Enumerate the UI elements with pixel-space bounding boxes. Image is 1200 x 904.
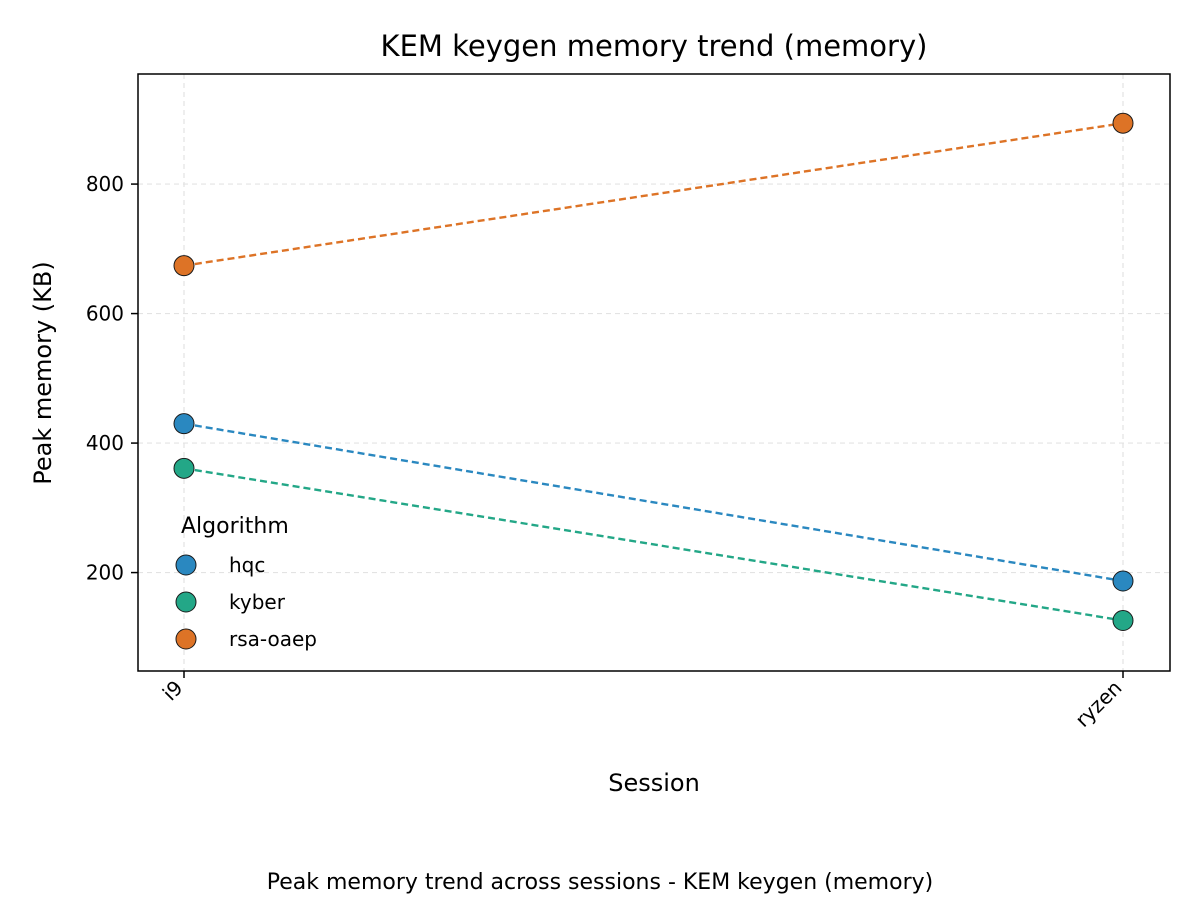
legend-label-kyber: kyber xyxy=(229,590,286,614)
grid-layer xyxy=(138,74,1170,671)
chart-caption: Peak memory trend across sessions - KEM … xyxy=(267,870,933,895)
y-tick-label: 800 xyxy=(86,172,124,196)
y-axis-label: Peak memory (KB) xyxy=(29,261,57,484)
legend-label-hqc: hqc xyxy=(229,553,265,577)
series-line-kyber xyxy=(183,467,1124,622)
legend: Algorithm hqc kyber rsa-oaep xyxy=(175,514,317,651)
data-point-rsa-oaep-ryzen xyxy=(1112,112,1134,134)
chart-title: KEM keygen memory trend (memory) xyxy=(381,29,928,63)
legend-marker-rsa-oaep xyxy=(175,628,197,650)
y-tick-label: 200 xyxy=(86,561,124,585)
series-layer xyxy=(173,112,1134,631)
plot-frame xyxy=(137,73,1171,672)
x-tick-label: ryzen xyxy=(1070,676,1126,732)
data-point-kyber-i9 xyxy=(173,457,195,479)
data-point-hqc-i9 xyxy=(173,413,195,435)
legend-marker-hqc xyxy=(175,554,197,576)
data-point-hqc-ryzen xyxy=(1112,570,1134,592)
data-point-kyber-ryzen xyxy=(1112,609,1134,631)
legend-title: Algorithm xyxy=(181,514,289,539)
x-tick-label: i9 xyxy=(158,676,188,706)
legend-marker-kyber xyxy=(175,591,197,613)
series-line-hqc xyxy=(183,422,1124,583)
series-line-rsa-oaep xyxy=(183,122,1124,267)
y-tick-label: 400 xyxy=(86,431,124,455)
x-axis-label: Session xyxy=(608,769,700,797)
data-point-rsa-oaep-i9 xyxy=(173,255,195,277)
legend-label-rsa-oaep: rsa-oaep xyxy=(229,627,317,651)
y-tick-label: 600 xyxy=(86,302,124,326)
